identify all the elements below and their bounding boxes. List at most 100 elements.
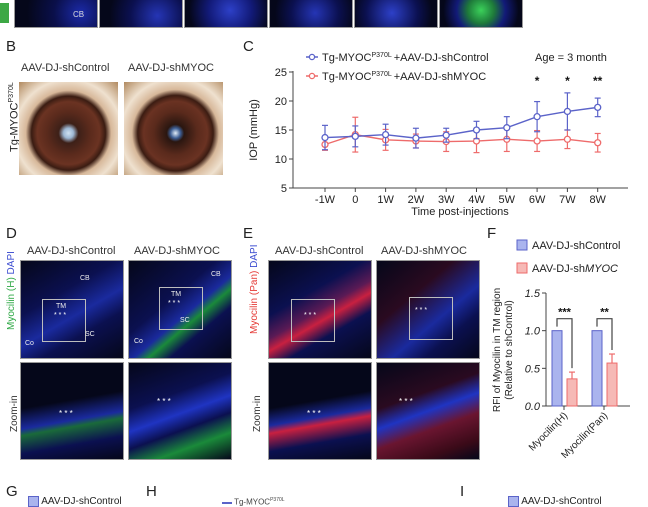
b-column-title-shmyoc: AAV-DJ-shMYOC — [128, 62, 214, 74]
e-row-label-myocilin: Myocilin (Pan) — [249, 270, 260, 334]
d-row-label-dapi: DAPI — [6, 251, 17, 275]
h-legend-marker — [222, 501, 232, 504]
legend-c-shmyoc-sup: P370L — [372, 71, 392, 78]
i-legend-swatch — [508, 496, 519, 507]
panel-label-e: E — [243, 225, 254, 242]
chart-c-point — [563, 135, 572, 143]
panel-label-f: F — [487, 225, 497, 242]
chart-f-bar — [591, 330, 603, 407]
legend-c-control-sup: P370L — [372, 52, 392, 59]
d-row-label: Myocilin (H) DAPI — [6, 251, 17, 330]
d-zoom-image-shmyoc: * * * — [128, 362, 232, 460]
legend-c-shmyoc-label: Tg-MYOCP370L +AAV-DJ-shMYOC — [322, 71, 486, 83]
e-column-title-shmyoc: AAV-DJ-shMYOC — [381, 245, 467, 257]
g-legend: AAV-DJ-shControl — [28, 496, 122, 507]
e-zoom-image-shmyoc: * * * — [376, 362, 480, 460]
chart-c-xtick-label: 4W — [468, 194, 485, 206]
chart-c-point — [442, 131, 450, 139]
g-legend-swatch — [28, 496, 39, 507]
d-sc-label-shmyoc: SC — [180, 317, 190, 324]
legend-c-control-marker — [308, 53, 316, 61]
d-tm-label-shmyoc: TM — [171, 291, 182, 298]
chart-c-ytick-label: 25 — [275, 67, 287, 79]
d-sc-label-control: SC — [85, 331, 95, 338]
h-legend-sup: P370L — [270, 497, 285, 503]
chart-c-point — [594, 139, 602, 147]
chart-c-xtick-label: 8W — [589, 194, 606, 206]
chart-f-ytick-label: 1.0 — [525, 326, 541, 338]
panel-label-g: G — [6, 483, 18, 500]
chart-c-xtick-label: 2W — [408, 194, 425, 206]
chart-f-ylabel: RFI of Myocilin in TM region — [492, 288, 503, 412]
chart-c-point — [412, 134, 420, 142]
chart-c-xtick-label: 5W — [499, 194, 516, 206]
e-image-control: * * * — [268, 260, 372, 359]
b-column-title-control: AAV-DJ-shControl — [21, 62, 110, 74]
d-cb-label-shmyoc: CB — [211, 271, 221, 278]
e-row-label-dapi: DAPI — [249, 244, 260, 268]
chart-c-point — [594, 103, 602, 112]
h-legend-label: Tg-MYOC — [234, 497, 271, 507]
chart-c-point — [533, 113, 541, 121]
chart-f-ytick-label: 1.5 — [525, 288, 541, 300]
legend-c-control-label: Tg-MYOCP370L +AAV-DJ-shControl — [322, 52, 489, 64]
chart-f: AAV-DJ-shControl AAV-DJ-shMYOC 0.0 0.5 1.0… — [492, 239, 630, 458]
chart-c-series-1 — [321, 116, 602, 154]
d-co-label-shmyoc: Co — [134, 338, 143, 345]
legend-c-control-suffix: +AAV-DJ-shControl — [394, 52, 489, 64]
top-image-3 — [184, 0, 268, 28]
panel-label-h: H — [146, 483, 157, 500]
chart-c-ytick-label: 15 — [275, 125, 287, 137]
top-image-5 — [354, 0, 438, 28]
chart-f-ylabel2: (Relative to shControl) — [504, 300, 515, 399]
legend-c-shmyoc-suffix: +AAV-DJ-shMYOC — [394, 71, 486, 83]
chart-c-ytick-label: 20 — [275, 96, 287, 108]
legend-f-control-label: AAV-DJ-shControl — [532, 240, 620, 252]
i-legend-label: AAV-DJ-shControl — [521, 496, 602, 507]
top-image-6 — [439, 0, 523, 28]
chart-c-xtick-label: -1W — [315, 194, 336, 206]
d-cb-label-control: CB — [80, 275, 90, 282]
e-zoom-stars-control: * * * — [307, 409, 321, 418]
d-image-control: TM * * * SC Co CB — [20, 260, 124, 359]
legend-c-control: Tg-MYOCP370L +AAV-DJ-shControl — [306, 52, 489, 64]
eye-image-control — [19, 82, 118, 175]
chart-f-bar — [551, 330, 563, 407]
top-image-4 — [269, 0, 353, 28]
chart-c-ytick-label: 10 — [275, 154, 287, 166]
legend-c-control-name: Tg-MYOC — [322, 52, 372, 64]
chart-f-significance-bracket — [596, 318, 613, 351]
chart-f-significance-bracket — [556, 318, 573, 369]
d-zoom-image-control: * * * — [20, 362, 124, 460]
h-legend: Tg-MYOCP370L — [222, 497, 285, 507]
chart-c-series-0 — [321, 92, 602, 151]
legend-f-shmyoc-swatch — [516, 262, 528, 274]
chart-c-point — [381, 130, 390, 139]
d-image-shmyoc: TM * * * SC Co CB — [128, 260, 232, 359]
legend-f-shmyoc-name: AAV-DJ-sh — [532, 263, 585, 275]
legend-f-control-swatch — [516, 239, 528, 251]
d-zoom-stars-control: * * * — [59, 409, 73, 418]
chart-c-xtick-label: 1W — [377, 194, 394, 206]
e-tm-box-control — [291, 299, 335, 342]
chart-c-point — [533, 137, 541, 145]
legend-c-shmyoc: Tg-MYOCP370L +AAV-DJ-shMYOC — [306, 71, 486, 83]
e-stars-control: * * * — [304, 312, 317, 319]
top-image-2 — [99, 0, 183, 28]
e-column-title-control: AAV-DJ-shControl — [275, 245, 364, 257]
e-stars-shmyoc: * * * — [415, 307, 428, 314]
top-image-1: CB — [14, 0, 98, 28]
d-tm-box-shmyoc — [159, 287, 203, 330]
e-tm-box-shmyoc — [409, 297, 453, 340]
i-legend: AAV-DJ-shControl — [508, 496, 602, 507]
chart-c-significance: * — [565, 74, 570, 88]
chart-c: Tg-MYOCP370L +AAV-DJ-shControl Tg-MYOCP37… — [248, 52, 628, 218]
e-zoom-image-control: * * * — [268, 362, 372, 460]
d-stars-shmyoc: * * * — [168, 300, 181, 307]
e-zoom-stars-shmyoc: * * * — [399, 397, 413, 406]
d-tm-box-control — [42, 299, 86, 342]
e-row-label: Myocilin (Pan) DAPI — [249, 245, 260, 334]
chart-f-ytick-label: 0.0 — [525, 401, 541, 413]
panel-letter-top — [0, 3, 9, 23]
chart-c-point — [563, 107, 572, 116]
